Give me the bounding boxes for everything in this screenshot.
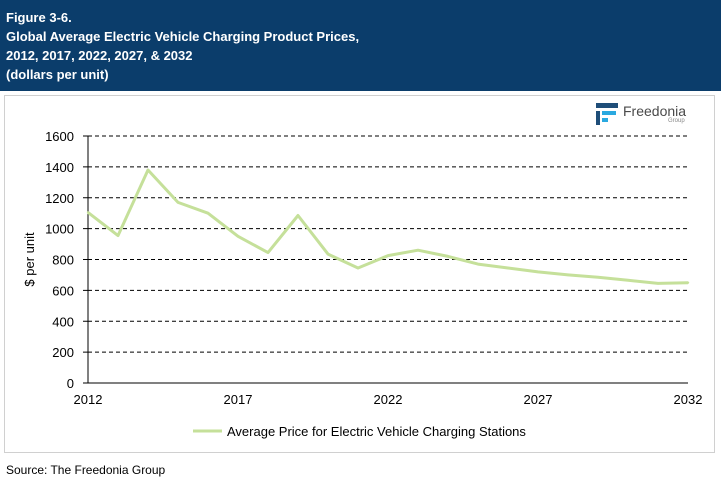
data-point-2031 (656, 282, 660, 285)
data-point-2021 (356, 266, 360, 270)
data-point-2028 (566, 273, 570, 277)
figure-header: Figure 3-6. Global Average Electric Vehi… (0, 0, 721, 91)
data-point-2012 (86, 211, 90, 214)
axis-layer (83, 135, 688, 384)
y-tick-label-600: 600 (52, 283, 74, 298)
data-point-2022 (386, 254, 390, 257)
data-point-2017 (236, 235, 240, 238)
data-point-2029 (596, 276, 600, 279)
data-point-2026 (506, 266, 510, 270)
series-layer (86, 168, 690, 285)
data-point-2025 (476, 262, 480, 266)
series-line-0 (87, 168, 689, 285)
freedonia-logo: Freedonia Group (596, 101, 706, 127)
data-point-2018 (266, 251, 270, 254)
y-tick-label-200: 200 (52, 345, 74, 360)
data-point-2027 (536, 270, 540, 274)
data-point-2030 (626, 279, 630, 282)
y-tick-label-1000: 1000 (45, 222, 74, 237)
legend-label: Average Price for Electric Vehicle Charg… (227, 424, 526, 439)
chart-units: (dollars per unit) (6, 67, 109, 82)
data-point-2020 (326, 252, 330, 256)
freedonia-logo-icon (596, 103, 618, 125)
data-point-2032 (686, 281, 690, 284)
data-point-2013 (116, 234, 120, 237)
x-tick-label-2017: 2017 (224, 392, 253, 407)
logo-sub: Group (668, 118, 685, 124)
y-tick-label-400: 400 (52, 314, 74, 329)
data-point-2023 (416, 249, 420, 252)
chart-frame (4, 95, 715, 453)
chart-title-line1: Global Average Electric Vehicle Charging… (6, 29, 360, 44)
x-tick-label-2032: 2032 (674, 392, 703, 407)
data-point-2016 (206, 211, 210, 215)
source-note: Source: The Freedonia Group (6, 463, 166, 477)
data-point-2024 (446, 255, 450, 258)
y-axis-label: $ per unit (22, 232, 37, 287)
y-tick-label-800: 800 (52, 253, 74, 268)
y-tick-label-0: 0 (67, 376, 74, 391)
y-tick-label-1600: 1600 (45, 129, 74, 144)
figure-label: Figure 3-6. (6, 10, 72, 25)
grid-layer (88, 135, 688, 353)
legend: Average Price for Electric Vehicle Charg… (193, 424, 526, 439)
y-tick-label-1200: 1200 (45, 191, 74, 206)
data-point-2014 (146, 168, 150, 172)
label-layer: 0 200 400 600 800 1000 1200 1400 1600 2012 2017 202… (22, 129, 702, 407)
data-point-2019 (296, 214, 300, 217)
x-tick-label-2027: 2027 (524, 392, 553, 407)
chart-title-line2: 2012, 2017, 2022, 2027, & 2032 (6, 48, 193, 63)
data-point-2015 (176, 201, 180, 204)
x-tick-label-2022: 2022 (374, 392, 403, 407)
y-tick-label-1400: 1400 (45, 160, 74, 175)
x-tick-label-2012: 2012 (74, 392, 103, 407)
logo-name: Freedonia (623, 103, 687, 119)
